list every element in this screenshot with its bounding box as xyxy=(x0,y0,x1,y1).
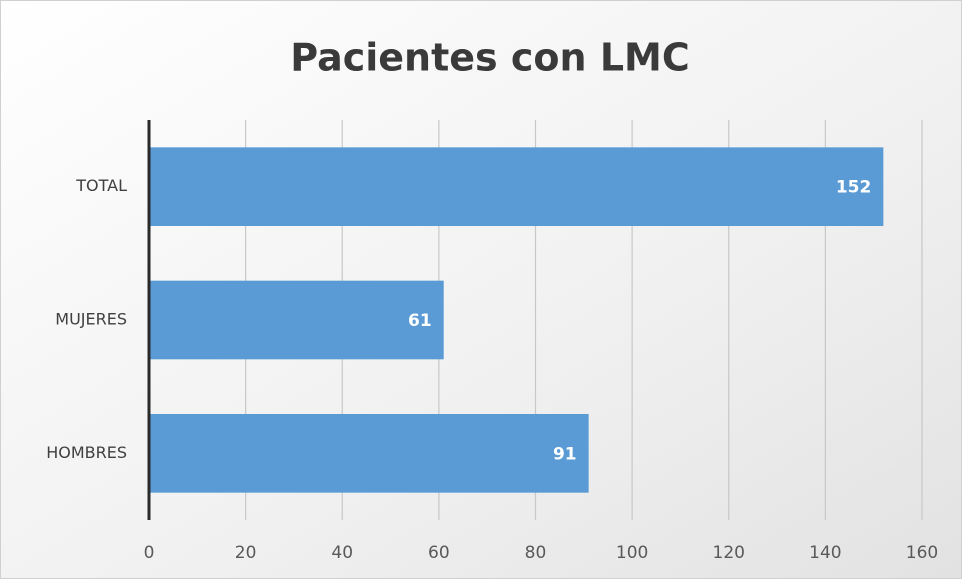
y-tick-label: TOTAL xyxy=(75,176,127,195)
bar xyxy=(150,147,884,226)
x-tick-label: 100 xyxy=(616,543,648,563)
data-label: 152 xyxy=(836,178,872,198)
bar xyxy=(150,280,444,360)
y-tick-label: MUJERES xyxy=(55,310,127,329)
x-tick-label: 160 xyxy=(906,543,938,563)
x-tick-label: 20 xyxy=(235,543,257,563)
x-tick-label: 60 xyxy=(428,543,450,563)
data-label: 61 xyxy=(408,311,432,331)
x-tick-label: 80 xyxy=(525,543,547,563)
bar xyxy=(150,414,589,493)
chart-title: Pacientes con LMC xyxy=(290,36,689,80)
marks: 152 61 91 xyxy=(150,147,884,493)
y-tick-label: HOMBRES xyxy=(46,443,127,462)
x-tick-label: 120 xyxy=(713,543,745,563)
x-tick-label: 0 xyxy=(144,543,155,563)
x-tick-label: 40 xyxy=(331,543,353,563)
x-tick-label: 140 xyxy=(809,543,841,563)
data-label: 91 xyxy=(553,444,577,464)
